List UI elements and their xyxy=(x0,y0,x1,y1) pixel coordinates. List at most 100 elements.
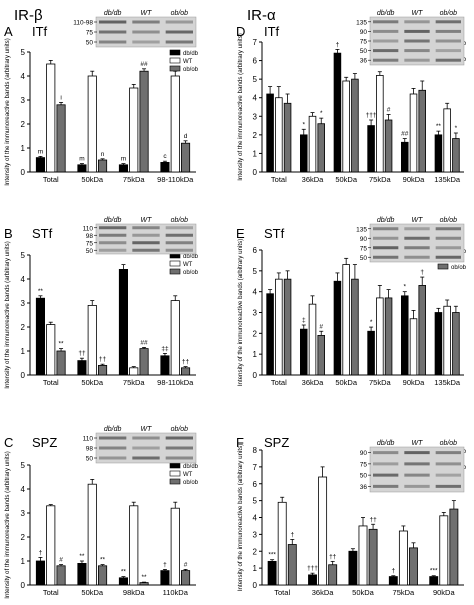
bar xyxy=(87,75,97,173)
bar xyxy=(308,574,317,586)
x-tick-label: 98-110kDa xyxy=(157,175,194,184)
significance-mark: # xyxy=(387,106,391,113)
significance-mark: ** xyxy=(142,574,148,581)
blot-band xyxy=(132,20,160,24)
y-tick-label: 4 xyxy=(21,275,26,284)
bar xyxy=(299,328,308,376)
blot-band xyxy=(404,473,430,477)
bar xyxy=(367,330,375,376)
panel-title: STf xyxy=(264,226,285,241)
y-tick-label: 3 xyxy=(21,509,26,518)
bar xyxy=(277,501,287,586)
chart-panel-E: E STf 0 1 2 3 4 5 6 Intensity of the immunoreacti… xyxy=(236,217,467,387)
bar xyxy=(351,78,359,173)
panel-letter: A xyxy=(4,24,13,39)
blot-band xyxy=(99,20,127,24)
bar xyxy=(35,560,45,586)
y-tick-label: 4 xyxy=(21,485,26,494)
significance-mark: † xyxy=(290,531,294,538)
blot-band xyxy=(435,58,461,62)
blot-band xyxy=(373,451,399,455)
bar xyxy=(342,264,350,376)
x-tick-label: 50kDa xyxy=(335,378,358,387)
western-blot-inset: db/db WT ob/ob 135 90 75 50 xyxy=(356,217,465,263)
x-tick-label: 75kDa xyxy=(369,175,392,184)
bar xyxy=(275,278,283,376)
western-blot-inset: db/db WT ob/ob 110 98 50 xyxy=(83,426,197,464)
blot-band xyxy=(165,456,193,460)
bar xyxy=(318,476,328,586)
bar xyxy=(275,97,283,173)
significance-mark: †† xyxy=(78,350,86,357)
blot-band xyxy=(404,451,430,455)
significance-mark: ** xyxy=(436,123,442,130)
x-tick-label: 90kDa xyxy=(403,175,426,184)
panel-title: SPZ xyxy=(32,435,57,450)
blot-marker-label: 75 xyxy=(86,30,94,37)
y-tick-label: 5 xyxy=(253,75,258,84)
panel-title: SPZ xyxy=(264,435,289,450)
blot-band xyxy=(404,246,430,250)
panel-title: STf xyxy=(32,226,53,241)
blot-band xyxy=(404,227,430,231)
bar xyxy=(384,119,393,173)
significance-mark: c xyxy=(163,153,167,160)
bar xyxy=(87,483,97,586)
blot-group-label: WT xyxy=(141,10,153,17)
blot-band xyxy=(165,20,193,24)
significance-mark: m xyxy=(121,156,126,163)
significance-mark: ** xyxy=(38,288,44,295)
bar xyxy=(118,268,129,376)
x-tick-label: 135kDa xyxy=(434,378,461,387)
blot-band xyxy=(404,39,430,43)
significance-mark: ††† xyxy=(366,112,377,119)
bar xyxy=(129,367,139,376)
blot-band xyxy=(404,484,430,488)
y-tick-label: 5 xyxy=(21,251,26,260)
significance-mark: ††† xyxy=(307,565,318,572)
chart-panel-F: F SPZ 0 1 2 3 4 5 6 7 8 Intensity of the immunoreac… xyxy=(236,435,467,597)
blot-marker-label: 75 xyxy=(360,245,368,252)
x-tick-label: 36kDa xyxy=(312,588,335,597)
legend-swatch xyxy=(169,268,181,275)
bar xyxy=(35,297,45,376)
bar xyxy=(46,63,56,173)
blot-band xyxy=(99,456,127,460)
significance-mark: ** xyxy=(79,553,85,560)
y-tick-label: 1 xyxy=(253,149,258,158)
x-tick-label: 90kDa xyxy=(403,378,426,387)
bar xyxy=(129,87,139,173)
blot-band xyxy=(99,241,127,245)
chart-panel-C: C SPZ 0 1 2 3 4 5 Intensity of the immunoreactiv… xyxy=(4,426,199,599)
blot-group-label: WT xyxy=(412,217,424,224)
blot-band xyxy=(435,246,461,250)
bar xyxy=(77,164,87,173)
legend-label: WT xyxy=(183,59,193,65)
bar xyxy=(77,360,87,376)
blot-band xyxy=(435,39,461,43)
y-tick-label: 2 xyxy=(21,533,26,542)
y-tick-label: 1 xyxy=(21,347,26,356)
blot-group-label: db/db xyxy=(104,10,122,17)
significance-mark: † xyxy=(392,568,396,575)
x-tick-label: 50kDa xyxy=(81,378,104,387)
blot-band xyxy=(435,29,461,33)
bar xyxy=(129,505,139,586)
blot-band xyxy=(404,58,430,62)
significance-mark: * xyxy=(370,319,373,326)
blot-band xyxy=(435,473,461,477)
legend-swatch xyxy=(169,65,181,72)
blot-band xyxy=(373,473,399,477)
bar xyxy=(409,547,418,586)
y-tick-label: 4 xyxy=(21,72,26,81)
blot-group-label: ob/ob xyxy=(440,440,458,447)
blot-band xyxy=(404,49,430,53)
bar xyxy=(56,350,66,376)
y-tick-label: 0 xyxy=(253,581,258,590)
bar xyxy=(77,563,87,586)
x-tick-label: 135kDa xyxy=(434,175,461,184)
bar xyxy=(308,303,317,376)
bar xyxy=(180,570,191,586)
y-tick-label: 5 xyxy=(253,497,258,506)
significance-mark: †† xyxy=(182,359,190,366)
